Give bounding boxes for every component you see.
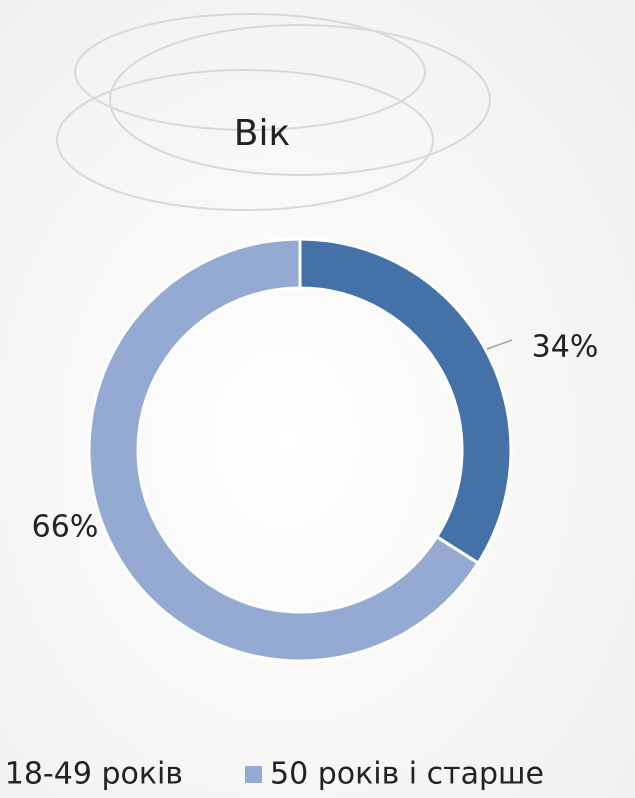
data-label: 34% — [532, 330, 599, 365]
legend-marker — [245, 766, 262, 783]
legend-label: 18-49 років — [5, 757, 183, 792]
chart-title: Вік — [234, 113, 290, 154]
chart: Вік 34% 66% 18-49 років 50 років і старше — [0, 0, 635, 798]
data-label: 66% — [32, 510, 99, 545]
legend-label: 50 років і старше — [270, 757, 544, 792]
